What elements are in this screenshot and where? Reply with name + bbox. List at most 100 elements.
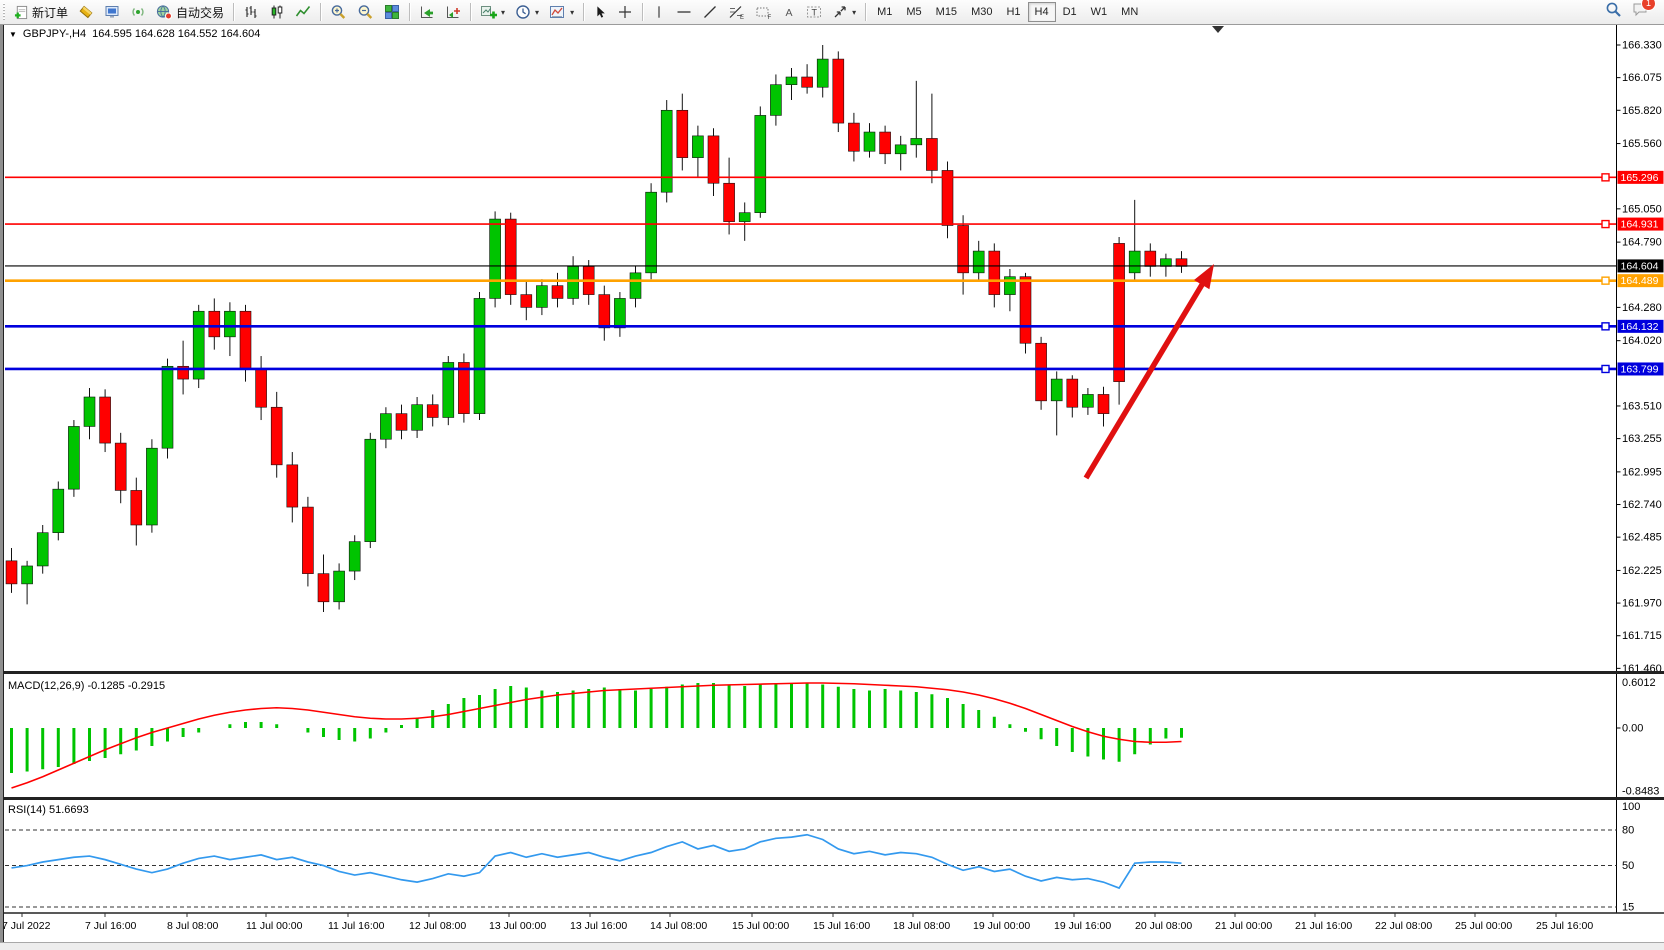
crosshair-icon (617, 4, 633, 20)
time-axis-label: 19 Jul 00:00 (973, 920, 1030, 932)
journal-button[interactable] (74, 2, 98, 22)
arrows-button[interactable]: ▾ (828, 2, 860, 22)
vertical-line-button[interactable] (648, 2, 670, 22)
tile-windows-button[interactable] (380, 2, 404, 22)
status-strip (0, 942, 1664, 950)
price-tick-label: 164.280 (1622, 302, 1662, 314)
chart-canvas[interactable]: 166.330 166.075 165.820 165.560 165.050 164.7… (0, 24, 1664, 950)
autotrading-label: 自动交易 (176, 5, 225, 20)
new-order-icon (14, 5, 29, 20)
timeframe-D1[interactable]: D1 (1056, 2, 1084, 22)
periods-icon (515, 4, 531, 20)
price-line-badge-text: 164.132 (1621, 321, 1659, 333)
text-button[interactable]: A (778, 2, 800, 22)
zoom-in-button[interactable] (326, 2, 351, 22)
indicators-dropdown-icon[interactable]: ▾ (501, 7, 506, 17)
signals-icon (130, 4, 146, 20)
price-tick-label: 162.995 (1622, 466, 1662, 478)
timeframe-M5[interactable]: M5 (899, 2, 928, 22)
bar-chart-mode-icon (243, 4, 259, 20)
autotrading-icon (156, 4, 173, 20)
toolbar-right: 1 (1605, 0, 1664, 23)
price-line-badge-text: 163.799 (1621, 363, 1659, 375)
trendline-button[interactable] (698, 2, 722, 22)
timeframe-H4[interactable]: H4 (1027, 2, 1056, 22)
signals-button[interactable] (126, 2, 150, 22)
templates-dropdown-icon[interactable]: ▾ (570, 7, 575, 17)
svg-text:50: 50 (1622, 860, 1634, 872)
timeframe-M30[interactable]: M30 (964, 2, 999, 22)
arrows-icon (832, 4, 848, 20)
crosshair-button[interactable] (613, 2, 637, 22)
templates-button[interactable]: ▾ (545, 2, 578, 22)
chart-title[interactable]: ▼ GBPJPY-,H4 164.595 164.628 164.552 164… (9, 28, 260, 40)
cursor-button[interactable] (589, 2, 611, 22)
time-axis-label: 21 Jul 16:00 (1295, 920, 1352, 932)
panel-separator (0, 797, 1664, 800)
ohlc-values: 164.595 164.628 164.552 164.604 (92, 28, 261, 40)
price-line-badge (1617, 217, 1664, 231)
market-watch-button[interactable] (100, 2, 124, 22)
svg-text:0.6012: 0.6012 (1622, 677, 1656, 689)
toolbar-separator (233, 3, 235, 21)
timeframe-H1[interactable]: H1 (999, 2, 1027, 22)
line-chart-mode-icon (295, 4, 311, 20)
new-order-label: 新订单 (32, 5, 69, 20)
symbol-dropdown-icon[interactable]: ▼ (9, 29, 17, 39)
level-line-handle (1601, 219, 1610, 229)
bar-chart-mode-button[interactable] (239, 2, 263, 22)
search-icon[interactable] (1605, 1, 1622, 23)
time-axis-label: 21 Jul 00:00 (1215, 920, 1272, 932)
autotrading-button[interactable]: 自动交易 (152, 2, 228, 22)
indicators-button[interactable]: ▾ (476, 2, 509, 22)
time-axis-label: 25 Jul 00:00 (1455, 920, 1512, 932)
svg-text:T: T (812, 8, 818, 18)
symbol-timeframe-label: GBPJPY-,H4 (22, 28, 87, 40)
toolbar-separator (583, 3, 585, 21)
price-line-badge (1617, 274, 1664, 288)
time-axis-label: 13 Jul 16:00 (570, 920, 627, 932)
channels-button[interactable]: F (751, 2, 776, 22)
time-axis-label: 14 Jul 08:00 (650, 920, 707, 932)
price-tick-label: 164.790 (1622, 237, 1662, 249)
periods-button[interactable]: ▾ (511, 2, 543, 22)
horizontal-line-button[interactable] (672, 2, 696, 22)
arrows-dropdown-icon[interactable]: ▾ (852, 7, 857, 17)
fibonacci-button[interactable]: E (724, 2, 749, 22)
timeframe-M1[interactable]: M1 (870, 2, 899, 22)
text-label-button[interactable]: T (802, 2, 826, 22)
toolbar: 新订单 自动交易 ▾ ▾ ▾ E F A T ▾ M1 M5 M15 M30 H1 H4 D1 W1 MN 1 (0, 0, 1664, 25)
price-line-badge (1617, 170, 1664, 184)
zoom-out-button[interactable] (353, 2, 378, 22)
new-order-button[interactable]: 新订单 (10, 2, 72, 22)
zoom-out-icon (357, 4, 374, 20)
svg-text:15: 15 (1622, 902, 1634, 914)
templates-icon (549, 4, 566, 20)
svg-text:0.00: 0.00 (1622, 723, 1643, 735)
price-tick-label: 163.510 (1622, 400, 1662, 412)
chart-shift-button[interactable] (441, 2, 465, 22)
periods-dropdown-icon[interactable]: ▾ (535, 7, 540, 17)
auto-scroll-button[interactable] (415, 2, 439, 22)
window-left-edge (0, 24, 3, 942)
line-chart-mode-button[interactable] (291, 2, 315, 22)
notifications-button[interactable]: 1 (1632, 0, 1656, 23)
rsi-panel (5, 829, 1617, 908)
candlestick-series (5, 45, 1188, 613)
indicators-icon (480, 4, 498, 20)
level-line-handle (1601, 364, 1610, 374)
time-axis-label: 11 Jul 16:00 (328, 920, 385, 932)
price-tick-label: 161.970 (1622, 598, 1662, 610)
candlestick-mode-button[interactable] (265, 2, 289, 22)
timeframe-M15[interactable]: M15 (929, 2, 964, 22)
rsi-line (11, 833, 1182, 890)
timeframe-W1[interactable]: W1 (1084, 2, 1115, 22)
tile-windows-icon (384, 4, 400, 20)
vertical-line-icon (652, 4, 666, 20)
time-axis-label: 7 Jul 2022 (2, 920, 51, 932)
market-watch-icon (104, 4, 120, 20)
svg-text:-0.8483: -0.8483 (1622, 786, 1659, 798)
price-line-badge (1617, 319, 1664, 333)
timeframe-MN[interactable]: MN (1114, 2, 1145, 22)
